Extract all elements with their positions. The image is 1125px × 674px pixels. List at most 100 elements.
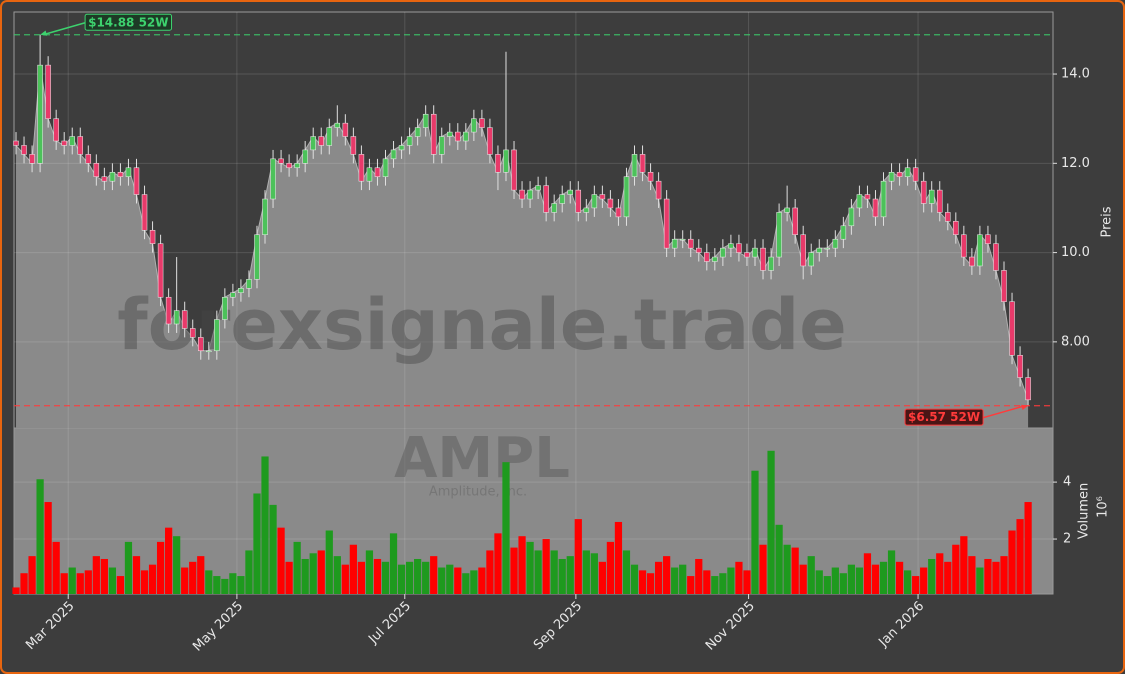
candle-body bbox=[206, 350, 212, 353]
candle-body bbox=[471, 118, 477, 133]
candle-body bbox=[422, 113, 429, 128]
volume-bar bbox=[60, 573, 68, 594]
candle-body bbox=[615, 207, 622, 218]
candle-body bbox=[671, 238, 678, 249]
volume-bar bbox=[976, 567, 984, 594]
volume-bar bbox=[173, 536, 181, 594]
volume-bar bbox=[695, 558, 703, 594]
candle-body bbox=[390, 149, 397, 160]
candle-body bbox=[575, 189, 582, 213]
candle-body bbox=[816, 247, 822, 253]
price-area bbox=[16, 65, 1029, 429]
volume-bar bbox=[815, 570, 823, 594]
volume-bar bbox=[775, 524, 783, 594]
volume-bar bbox=[622, 550, 631, 594]
candle-body bbox=[928, 189, 935, 204]
volume-bar bbox=[213, 576, 221, 594]
candle-body bbox=[800, 234, 806, 267]
volume-bar bbox=[36, 479, 44, 594]
candle-body bbox=[326, 127, 333, 146]
volume-bar bbox=[550, 550, 558, 594]
volume-bar bbox=[52, 541, 60, 594]
y-tick-label: 8.00 bbox=[1061, 334, 1090, 349]
volume-bar bbox=[630, 564, 639, 594]
candle-body bbox=[591, 194, 598, 209]
candle-body bbox=[165, 296, 172, 325]
candle-body bbox=[623, 176, 630, 218]
volume-bar bbox=[646, 573, 655, 594]
candle-body bbox=[101, 176, 108, 182]
volume-bar bbox=[269, 504, 277, 594]
candle-body bbox=[463, 131, 469, 142]
candle-body bbox=[631, 154, 638, 177]
candle-body bbox=[447, 131, 453, 137]
y-axis-label: Preis bbox=[1100, 206, 1115, 237]
volume-bar bbox=[847, 564, 855, 594]
volume-bar bbox=[823, 576, 831, 594]
candle-body bbox=[117, 171, 124, 177]
volume-bar bbox=[807, 556, 815, 594]
candle-body bbox=[704, 252, 710, 262]
volume-bar bbox=[582, 550, 590, 594]
candle-body bbox=[663, 198, 670, 249]
candle-body bbox=[85, 154, 92, 164]
candle-body bbox=[181, 310, 188, 329]
candle-body bbox=[198, 337, 204, 352]
volume-bar bbox=[895, 561, 904, 594]
volume-bar bbox=[381, 561, 390, 594]
candle-body bbox=[904, 167, 911, 177]
candle-body bbox=[961, 234, 967, 258]
volume-bar bbox=[871, 564, 880, 594]
volume-axis-label: Volumen bbox=[1077, 483, 1092, 540]
volume-bar bbox=[357, 561, 366, 594]
candle-body bbox=[535, 185, 541, 191]
annotation-label: $6.57 52W bbox=[908, 410, 980, 424]
volume-bar bbox=[735, 561, 743, 594]
candle-body bbox=[969, 256, 975, 267]
candle-body bbox=[157, 243, 164, 298]
y-tick-label: 4 bbox=[1063, 475, 1071, 490]
volume-bar bbox=[108, 567, 117, 594]
volume-bar bbox=[903, 570, 912, 594]
volume-bar bbox=[654, 561, 663, 594]
candle-body bbox=[318, 136, 324, 146]
volume-bar bbox=[671, 567, 679, 594]
candle-body bbox=[912, 167, 919, 182]
candle-body bbox=[760, 247, 766, 271]
volume-bar bbox=[414, 558, 422, 594]
candle-body bbox=[438, 136, 445, 155]
candle-body bbox=[350, 136, 357, 155]
candle-body bbox=[647, 171, 654, 182]
candle-body bbox=[382, 158, 389, 177]
candle-body bbox=[294, 163, 300, 169]
volume-bar bbox=[1024, 502, 1032, 594]
candle-body bbox=[302, 149, 308, 164]
volume-bar bbox=[751, 470, 759, 594]
volume-bar bbox=[952, 544, 960, 594]
candle-body bbox=[109, 171, 116, 182]
volume-bar bbox=[20, 573, 28, 594]
candle-body bbox=[430, 113, 437, 155]
candle-body bbox=[768, 256, 774, 271]
candle-body bbox=[125, 167, 132, 177]
volume-bar bbox=[879, 561, 888, 594]
candle-body bbox=[888, 171, 895, 182]
candle-body bbox=[406, 136, 413, 146]
candle-body bbox=[583, 207, 590, 213]
candle-body bbox=[414, 127, 421, 137]
volume-bar bbox=[566, 556, 574, 594]
watermark-symbol: AMPL bbox=[394, 426, 570, 491]
volume-bar bbox=[783, 544, 791, 594]
candle-body bbox=[728, 243, 734, 249]
volume-bar bbox=[534, 550, 542, 594]
candle-body bbox=[503, 149, 509, 173]
annotation-arrow bbox=[42, 22, 86, 36]
volume-bar bbox=[759, 544, 767, 594]
candle-body bbox=[840, 225, 847, 240]
volume-bar bbox=[349, 544, 357, 594]
volume-bar bbox=[373, 558, 382, 594]
volume-bar bbox=[116, 576, 125, 594]
volume-bar bbox=[1008, 530, 1016, 594]
volume-bar bbox=[341, 564, 349, 594]
